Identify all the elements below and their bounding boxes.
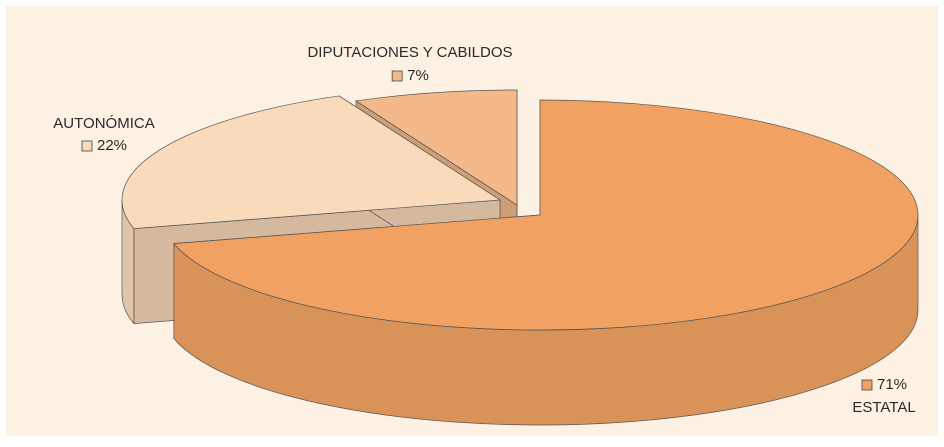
value-label: 7%	[407, 67, 429, 84]
slice-top	[121, 95, 502, 229]
category-label: DIPUTACIONES Y CABILDOS	[307, 44, 512, 61]
category-label: ESTATAL	[852, 399, 915, 416]
slice-top	[173, 99, 919, 331]
labels: ESTATAL 71% AUTONÓMICA 22% DIPUTACIONES Y CA…	[53, 44, 915, 416]
value-label: 71%	[877, 376, 907, 393]
value-label: 22%	[97, 137, 127, 154]
legend-swatch	[861, 379, 873, 391]
legend-swatch	[81, 140, 93, 152]
pie	[121, 89, 919, 426]
category-label: AUTONÓMICA	[53, 115, 154, 132]
slice-top	[355, 89, 518, 206]
legend-swatch	[391, 70, 403, 82]
